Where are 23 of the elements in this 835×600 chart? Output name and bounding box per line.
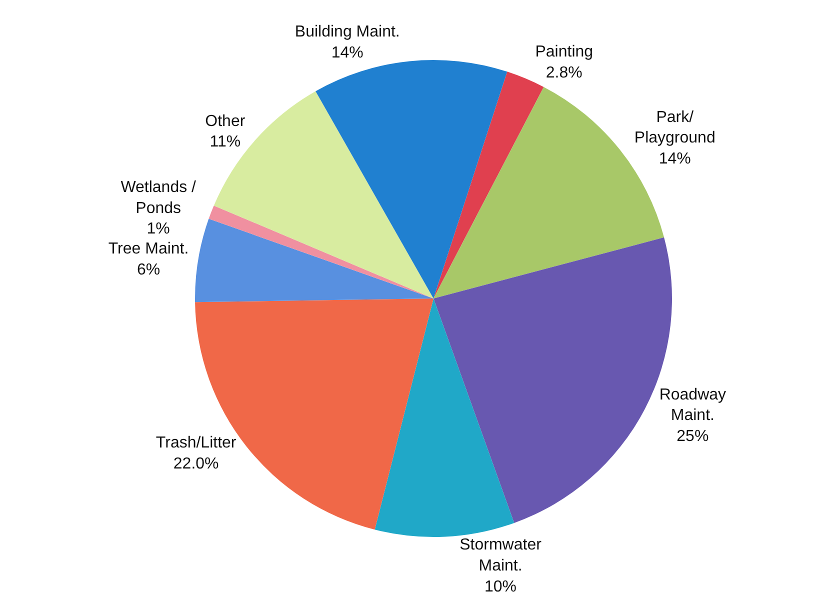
slice-label: Park/ Playground xyxy=(634,108,716,147)
pie-slice xyxy=(434,72,544,298)
pie-slice xyxy=(208,206,434,298)
pie-slice xyxy=(195,218,434,302)
pie-slice xyxy=(316,60,508,298)
data-label: 11% xyxy=(210,134,241,151)
slice-label: Roadway Maint. xyxy=(659,386,726,424)
data-label: 14% xyxy=(331,44,364,62)
slice-label: Wetlands / Ponds xyxy=(120,178,197,217)
data-label: 22.0% xyxy=(173,456,219,473)
data-label: 2.8% xyxy=(546,64,582,82)
slice-label: Painting xyxy=(535,44,594,61)
slice-label: Trash/Litter xyxy=(156,434,237,452)
slice-label: Other xyxy=(205,112,246,130)
data-label: 14% xyxy=(658,150,691,168)
data-label: 10% xyxy=(484,578,517,596)
data-label: 1% xyxy=(146,220,170,238)
pie-slice xyxy=(374,298,514,537)
data-label: 6% xyxy=(136,261,160,278)
data-label: 25% xyxy=(676,428,709,445)
slice-label: Tree Maint. xyxy=(108,240,189,258)
slice-label: Stormwater Maint. xyxy=(460,536,542,574)
slice-label: Building Maint. xyxy=(294,24,400,41)
